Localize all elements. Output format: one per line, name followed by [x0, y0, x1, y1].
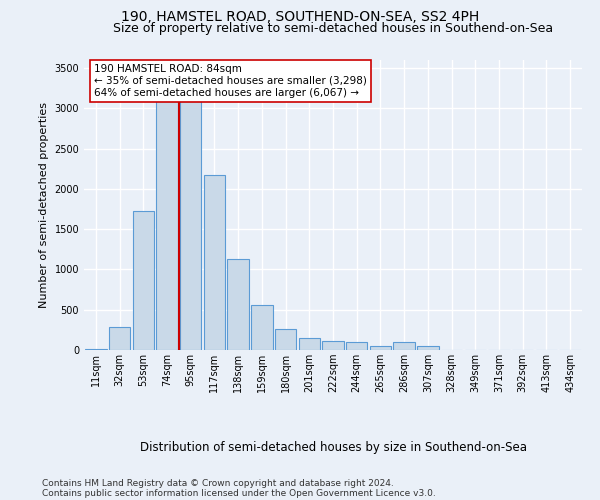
Bar	[370, 346, 391, 350]
Text: Contains HM Land Registry data © Crown copyright and database right 2024.: Contains HM Land Registry data © Crown c…	[42, 478, 394, 488]
Bar	[227, 259, 249, 350]
X-axis label: Distribution of semi-detached houses by size in Southend-on-Sea: Distribution of semi-detached houses by …	[139, 441, 527, 454]
Bar	[204, 175, 225, 350]
Bar	[346, 342, 367, 350]
Bar	[85, 349, 107, 350]
Bar	[299, 338, 320, 350]
Bar	[275, 329, 296, 350]
Text: 190 HAMSTEL ROAD: 84sqm
← 35% of semi-detached houses are smaller (3,298)
64% of: 190 HAMSTEL ROAD: 84sqm ← 35% of semi-de…	[94, 64, 367, 98]
Bar	[394, 342, 415, 350]
Bar	[133, 212, 154, 350]
Text: 190, HAMSTEL ROAD, SOUTHEND-ON-SEA, SS2 4PH: 190, HAMSTEL ROAD, SOUTHEND-ON-SEA, SS2 …	[121, 10, 479, 24]
Bar	[109, 326, 130, 350]
Bar	[180, 78, 202, 350]
Bar	[322, 341, 344, 350]
Bar	[251, 305, 272, 350]
Title: Size of property relative to semi-detached houses in Southend-on-Sea: Size of property relative to semi-detach…	[113, 22, 553, 35]
Text: Contains public sector information licensed under the Open Government Licence v3: Contains public sector information licen…	[42, 488, 436, 498]
Y-axis label: Number of semi-detached properties: Number of semi-detached properties	[39, 102, 49, 308]
Bar	[157, 78, 178, 350]
Bar	[417, 346, 439, 350]
